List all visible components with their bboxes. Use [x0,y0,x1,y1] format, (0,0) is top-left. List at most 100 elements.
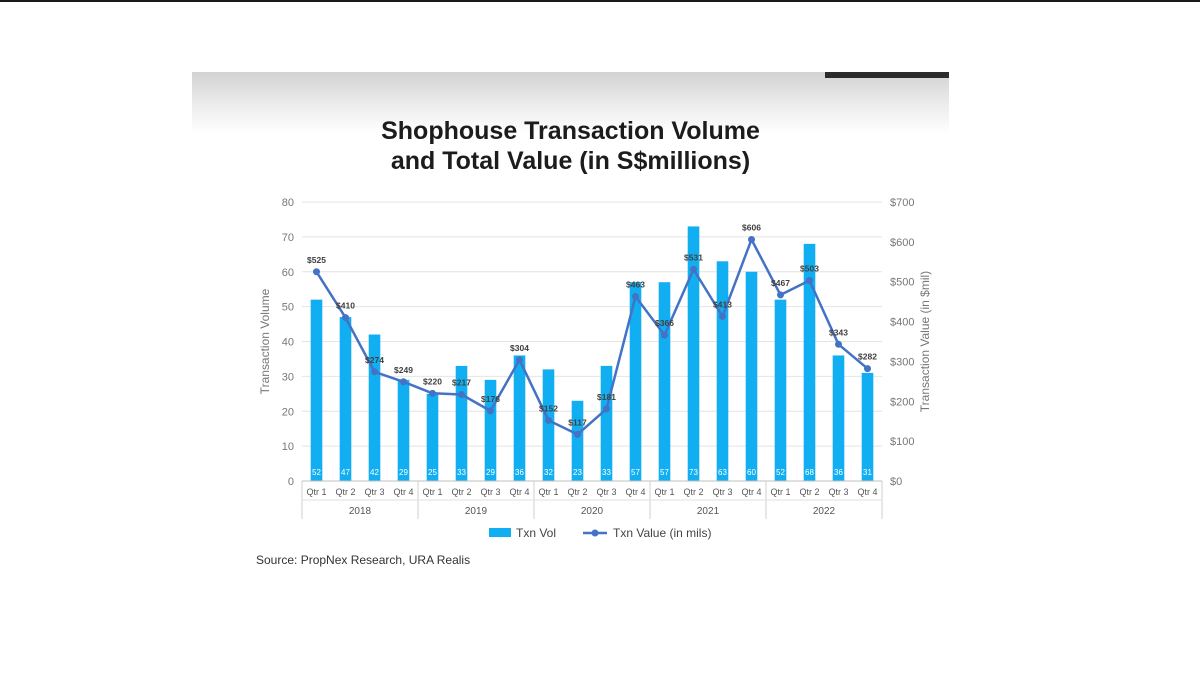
bar-value-label: 33 [457,468,466,477]
bar-value-label: 32 [544,468,553,477]
line-value-label: $366 [655,318,674,328]
y-left-tick-label: 10 [282,441,294,453]
line-value-label: $413 [713,299,732,309]
line-value-label: $176 [481,394,500,404]
line-point [806,277,813,285]
line-point [429,389,436,397]
legend-bar-label: Txn Vol [516,526,556,540]
legend-line-marker [591,529,599,537]
bar-value-label: 73 [689,468,698,477]
bar-value-label: 29 [486,468,495,477]
y-left-tick-label: 80 [282,197,294,209]
line-point [313,268,320,276]
x-category-label: Qtr 1 [654,487,674,497]
y-left-tick-label: 60 [282,267,294,279]
x-category-label: Qtr 4 [857,487,877,497]
bar [397,379,410,481]
line-value-label: $463 [626,279,645,289]
bar [687,226,700,481]
line-value-label: $606 [742,222,761,232]
x-category-label: Qtr 1 [306,487,326,497]
line-point [603,405,610,413]
bar-value-label: 31 [863,468,872,477]
line-point [574,430,581,438]
card-tab-bar [825,72,949,78]
bar [484,379,497,481]
x-category-label: Qtr 2 [799,487,819,497]
bar [716,261,729,481]
bar-value-label: 23 [573,468,582,477]
x-category-label: Qtr 2 [451,487,471,497]
y-left-tick-label: 50 [282,302,294,314]
y-right-tick-label: $100 [890,436,914,448]
legend-bar-swatch [489,528,511,537]
y-right-tick-label: $300 [890,356,914,368]
line-point [864,365,871,373]
bar-value-label: 57 [660,468,669,477]
line-point [487,407,494,415]
line-point [632,292,639,300]
y-right-tick-label: $700 [890,197,914,209]
bar [571,400,584,481]
line-value-label: $304 [510,343,529,353]
y-right-tick-label: $600 [890,237,914,249]
x-category-label: Qtr 4 [393,487,413,497]
bar-value-label: 68 [805,468,814,477]
y-left-axis-title: Transaction Volume [258,288,272,394]
x-category-label: Qtr 4 [741,487,761,497]
line-value-label: $282 [858,352,877,362]
y-left-tick-label: 0 [288,476,294,488]
line-value-label: $220 [423,376,442,386]
line-point [719,312,726,320]
bar-value-label: 47 [341,468,350,477]
line-value-label: $531 [684,252,703,262]
x-category-label: Qtr 3 [828,487,848,497]
bar-value-label: 36 [834,468,843,477]
bar [542,369,555,481]
bar [600,365,613,481]
source-note: Source: PropNex Research, URA Realis [256,553,471,567]
bar-value-label: 60 [747,468,756,477]
bar [745,271,758,481]
chart-card: Shophouse Transaction Volume and Total V… [192,72,949,592]
line-value-label: $249 [394,365,413,375]
line-value-label: $217 [452,378,471,388]
line-point [661,331,668,339]
card-header-shade [192,72,949,134]
x-category-label: Qtr 3 [480,487,500,497]
line-value-label: $152 [539,403,558,413]
line-value-label: $410 [336,301,355,311]
bar [629,282,642,481]
line-value-label: $274 [365,355,384,365]
x-category-label: Qtr 4 [625,487,645,497]
bar-value-label: 52 [776,468,785,477]
bar [774,299,787,481]
y-left-tick-label: 30 [282,371,294,383]
bar [832,355,845,481]
y-left-tick-label: 40 [282,337,294,349]
bar [339,317,352,481]
line-value-label: $181 [597,392,616,402]
x-category-label: Qtr 2 [335,487,355,497]
x-category-label: Qtr 1 [538,487,558,497]
line-point [400,378,407,386]
bar-value-label: 63 [718,468,727,477]
x-group-label: 2019 [465,506,488,517]
x-group-label: 2020 [581,506,604,517]
line-point [458,391,465,399]
x-category-label: Qtr 4 [509,487,529,497]
x-group-label: 2018 [349,506,372,517]
x-group-label: 2021 [697,506,720,517]
x-category-label: Qtr 1 [770,487,790,497]
line-value-label: $503 [800,264,819,274]
line-value-label: $343 [829,327,848,337]
y-right-axis-title: Transaction Value (in $mil) [918,271,932,412]
y-right-tick-label: $0 [890,476,902,488]
line-value-label: $467 [771,278,790,288]
line-point [835,340,842,348]
x-category-label: Qtr 3 [364,487,384,497]
bar-value-label: 33 [602,468,611,477]
bar-value-label: 36 [515,468,524,477]
x-category-label: Qtr 2 [567,487,587,497]
y-left-tick-label: 70 [282,232,294,244]
